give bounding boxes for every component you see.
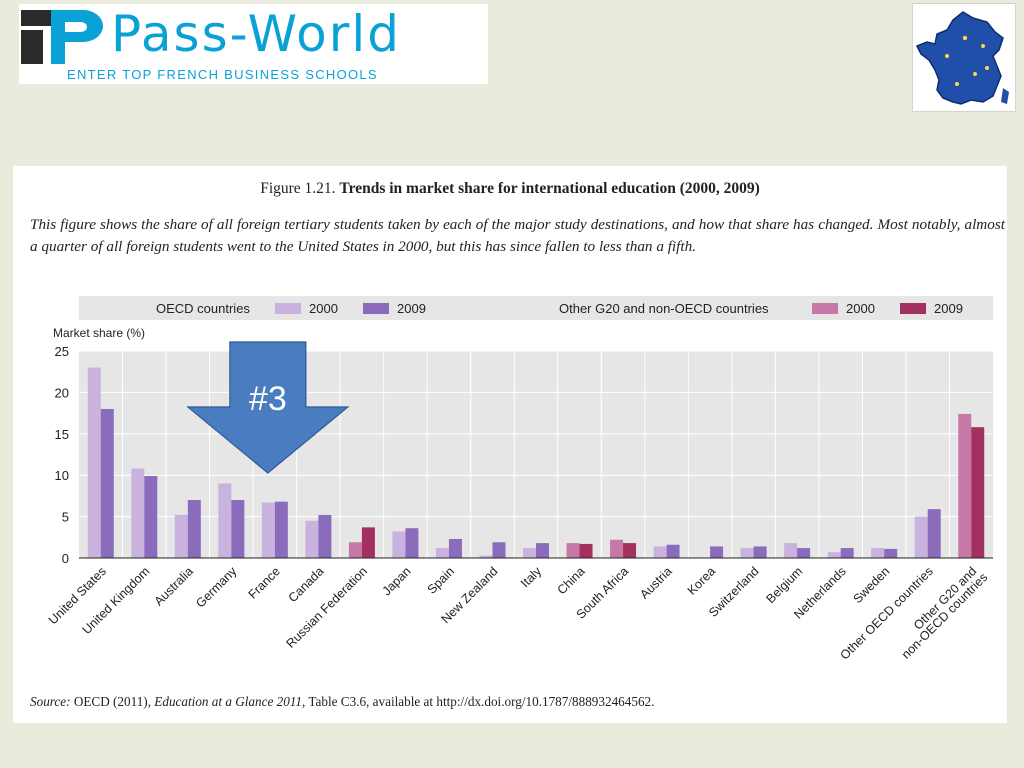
bar-2009	[274, 501, 288, 558]
x-tick-label: France	[246, 564, 283, 601]
france-map-thumbnail	[912, 3, 1016, 112]
x-tick-label: Australia	[152, 564, 196, 608]
bar-2000	[653, 546, 667, 558]
legend-swatch	[812, 303, 838, 314]
bar-2009	[318, 514, 332, 558]
y-tick-label: 5	[62, 510, 69, 525]
legend-group-title: OECD countries	[156, 301, 250, 316]
bar-2000	[871, 548, 885, 558]
bar-2009	[710, 546, 724, 558]
source-post: , Table C3.6, available at http://dx.doi…	[302, 694, 655, 709]
bar-2009	[536, 543, 549, 558]
x-tick-label: China	[555, 564, 588, 597]
x-tick-label: Canada	[286, 564, 327, 605]
bar-2000	[218, 483, 232, 558]
bar-2000	[827, 552, 841, 558]
figure-description: This figure shows the share of all forei…	[30, 216, 1005, 255]
bar-2009	[971, 427, 985, 558]
source-title: Education at a Glance 2011	[154, 694, 303, 709]
x-tick-label: Russian Federation	[283, 564, 370, 651]
bar-2000	[87, 367, 101, 558]
legend-swatch	[363, 303, 389, 314]
bar-2000	[305, 520, 319, 558]
logo-mark-icon	[21, 10, 103, 64]
bar-2009	[187, 500, 201, 558]
bar-2009	[361, 527, 375, 558]
legend-band	[79, 296, 993, 320]
x-tick-label: Japan	[380, 564, 414, 598]
x-tick-label: Sweden	[850, 564, 892, 606]
x-tick-label: Korea	[685, 564, 719, 598]
legend-entry-label: 2000	[309, 301, 338, 316]
bar-2009	[100, 408, 114, 558]
bar-2009	[144, 476, 158, 558]
bar-2000	[914, 516, 928, 558]
bar-2000	[261, 502, 275, 558]
bar-2009	[623, 543, 637, 558]
pass-world-logo: Pass-World ENTER TOP FRENCH BUSINESS SCH…	[19, 4, 488, 84]
bar-2000	[174, 514, 188, 558]
bar-2009	[448, 538, 462, 558]
x-tick-label: Spain	[425, 564, 458, 597]
legend-entry-label: 2000	[846, 301, 875, 316]
bar-2000	[348, 542, 362, 558]
figure-number: Figure 1.21.	[260, 180, 336, 197]
bar-2009	[231, 500, 245, 558]
bar-2009	[666, 544, 680, 558]
y-tick-label: 0	[62, 551, 69, 566]
legend-entry-label: 2009	[934, 301, 963, 316]
figure-panel: Figure 1.21. Trends in market share for …	[13, 166, 1007, 723]
y-tick-label: 15	[55, 427, 69, 442]
y-axis-title: Market share (%)	[53, 326, 145, 340]
bar-2000	[479, 555, 493, 558]
bar-2000	[435, 548, 449, 558]
bar-2000	[610, 539, 624, 558]
bar-2009	[927, 509, 941, 558]
y-tick-label: 25	[55, 344, 69, 359]
figure-source: Source: OECD (2011), Education at a Glan…	[30, 694, 654, 710]
bar-2009	[492, 542, 506, 558]
bar-2000	[523, 548, 536, 558]
annotation-label: #3	[249, 380, 287, 418]
bar-2009	[840, 548, 854, 558]
bar-2009	[405, 528, 419, 558]
logo-tagline: ENTER TOP FRENCH BUSINESS SCHOOLS	[67, 67, 378, 82]
y-tick-label: 20	[55, 385, 69, 400]
y-tick-label: 10	[55, 468, 69, 483]
bar-2000	[392, 531, 406, 558]
bar-2009	[579, 543, 593, 558]
bar-2009	[753, 546, 767, 558]
bar-2000	[740, 548, 754, 558]
x-tick-label: Belgium	[763, 564, 805, 606]
bar-2009	[884, 548, 898, 558]
x-tick-label: Germany	[193, 564, 240, 611]
bar-2009	[797, 548, 811, 558]
bar-2000	[958, 413, 972, 558]
source-pre: OECD (2011),	[73, 694, 151, 709]
bar-2000	[566, 543, 580, 558]
x-tick-label: Austria	[637, 564, 674, 601]
bar-2000	[131, 468, 145, 558]
source-label: Source:	[30, 694, 71, 709]
figure-title: Figure 1.21. Trends in market share for …	[13, 180, 1007, 198]
legend-swatch	[900, 303, 926, 314]
figure-title-text: Trends in market share for international…	[339, 180, 760, 197]
legend-group-title: Other G20 and non-OECD countries	[559, 301, 769, 316]
bar-2000	[784, 543, 798, 558]
x-tick-label: Italy	[518, 564, 545, 591]
legend-entry-label: 2009	[397, 301, 426, 316]
market-share-chart: OECD countries 2000 2009 Other G20 and non-…	[46, 296, 993, 663]
plot-area	[79, 351, 993, 558]
france-map-icon	[915, 11, 1009, 105]
legend-swatch	[275, 303, 301, 314]
logo-wordmark: Pass-World	[111, 5, 401, 63]
annotation-arrow-icon	[186, 341, 350, 474]
